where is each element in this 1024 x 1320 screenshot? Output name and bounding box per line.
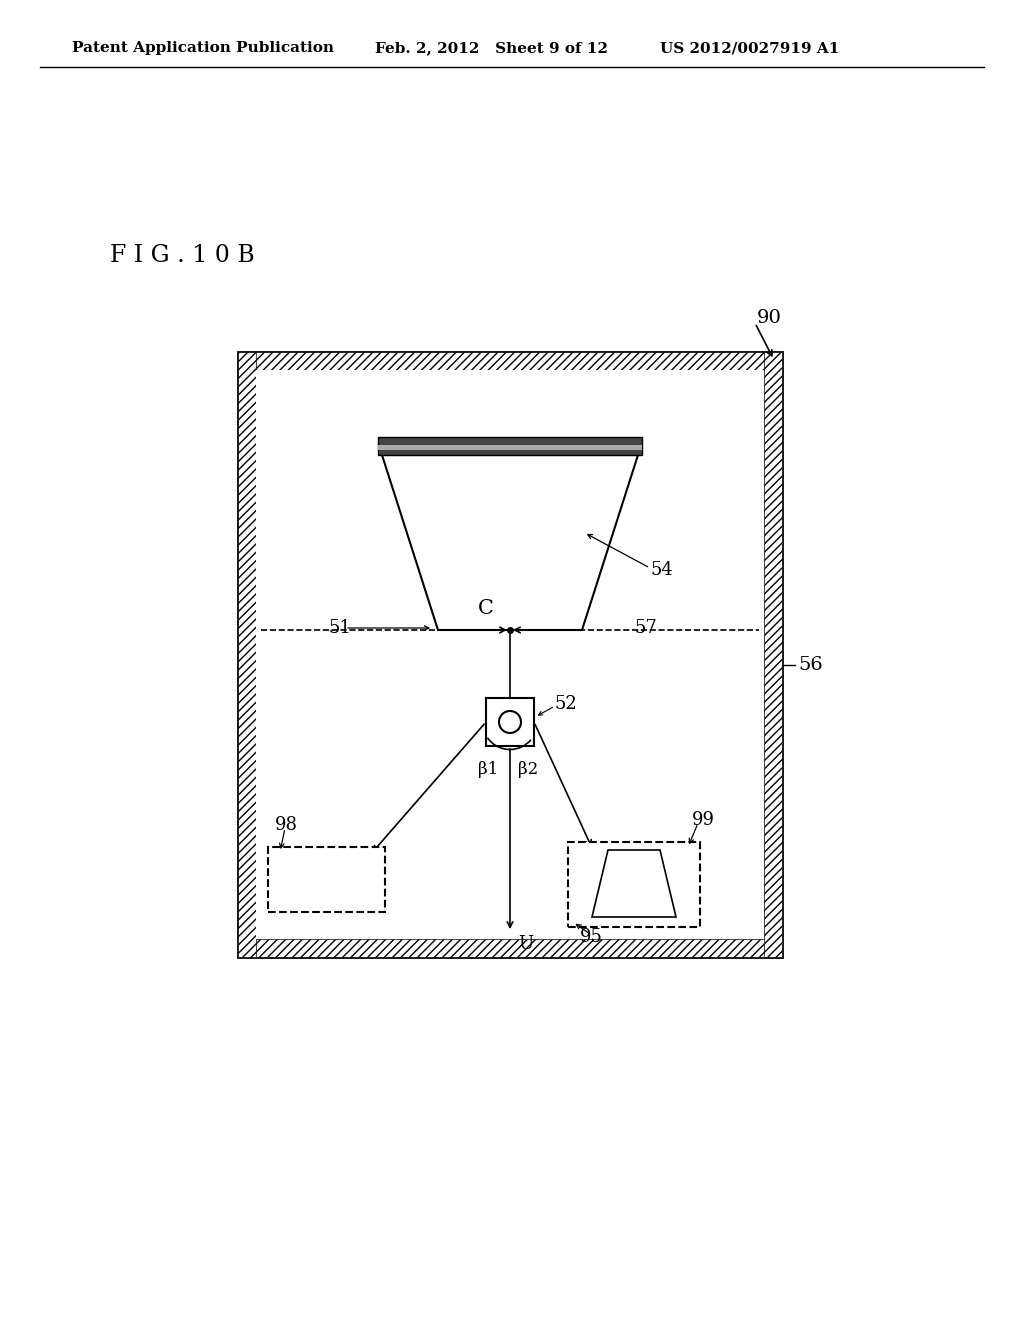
Bar (256, 370, 764, 939)
Text: 99: 99 (692, 810, 715, 829)
Text: 51: 51 (328, 619, 351, 638)
Bar (486, 698, 534, 746)
Bar (238, 939, 782, 957)
Bar (764, 352, 782, 957)
Text: 90: 90 (757, 309, 782, 327)
Text: 57: 57 (635, 619, 657, 638)
Bar (378, 437, 642, 455)
Text: 52: 52 (555, 696, 578, 713)
Text: β2: β2 (518, 762, 539, 779)
Text: US 2012/0027919 A1: US 2012/0027919 A1 (660, 41, 840, 55)
Text: 56: 56 (798, 656, 822, 675)
Text: U: U (518, 935, 534, 953)
Bar (268, 847, 385, 912)
Text: 95: 95 (580, 928, 603, 946)
Bar (238, 352, 782, 370)
Bar (568, 842, 700, 927)
Bar (238, 352, 256, 957)
Text: β1: β1 (478, 762, 499, 779)
Text: Feb. 2, 2012   Sheet 9 of 12: Feb. 2, 2012 Sheet 9 of 12 (375, 41, 608, 55)
Bar (378, 445, 642, 450)
Text: 98: 98 (275, 816, 298, 834)
Text: 54: 54 (650, 561, 673, 579)
Text: Patent Application Publication: Patent Application Publication (72, 41, 334, 55)
Polygon shape (382, 455, 638, 630)
Text: F I G . 1 0 B: F I G . 1 0 B (110, 243, 255, 267)
Text: C: C (478, 598, 494, 618)
Bar (238, 352, 782, 957)
Polygon shape (592, 850, 676, 917)
Circle shape (499, 711, 521, 733)
